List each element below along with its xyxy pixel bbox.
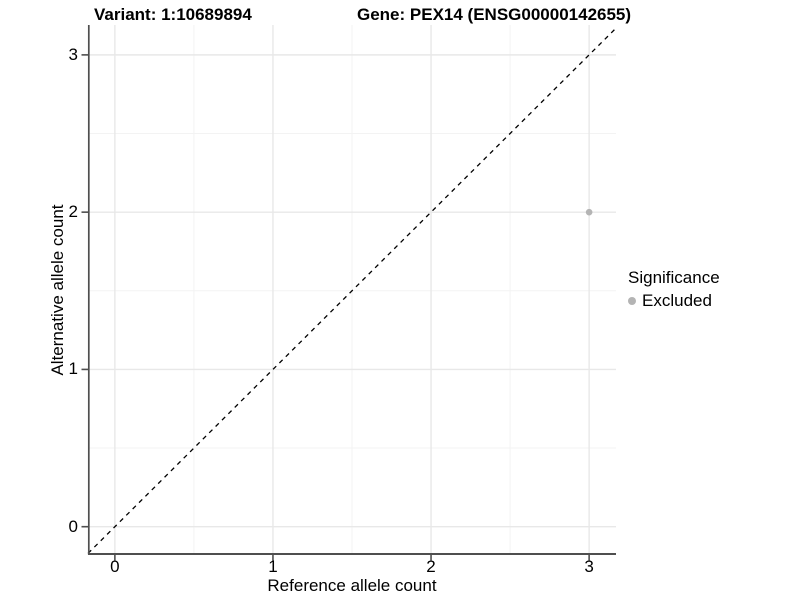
- x-tick-label: 2: [426, 557, 436, 576]
- plot-panel: [81, 25, 617, 561]
- data-point: [585, 208, 593, 216]
- x-tick-label: 0: [110, 557, 120, 576]
- legend-title: Significance: [628, 268, 720, 287]
- y-tick-label: 3: [68, 44, 78, 64]
- legend-item-label: Excluded: [642, 291, 712, 310]
- y-tick-label: 0: [68, 516, 78, 536]
- identity-reference-line: [87, 27, 617, 554]
- legend-point-icon: [628, 297, 636, 305]
- y-axis-title: Alternative allele count: [48, 204, 67, 376]
- legend-item-excluded: Excluded: [628, 291, 720, 311]
- y-tick-label: 2: [68, 202, 78, 222]
- x-tick-label: 3: [584, 557, 594, 576]
- plot-title-variant: Variant: 1:10689894: [94, 5, 252, 24]
- legend: Significance Excluded: [628, 268, 720, 311]
- y-tick-label: 1: [68, 359, 78, 379]
- x-tick-label: 1: [268, 557, 278, 576]
- plot-title-gene: Gene: PEX14 (ENSG00000142655): [357, 5, 632, 24]
- x-axis-title: Reference allele count: [267, 576, 437, 595]
